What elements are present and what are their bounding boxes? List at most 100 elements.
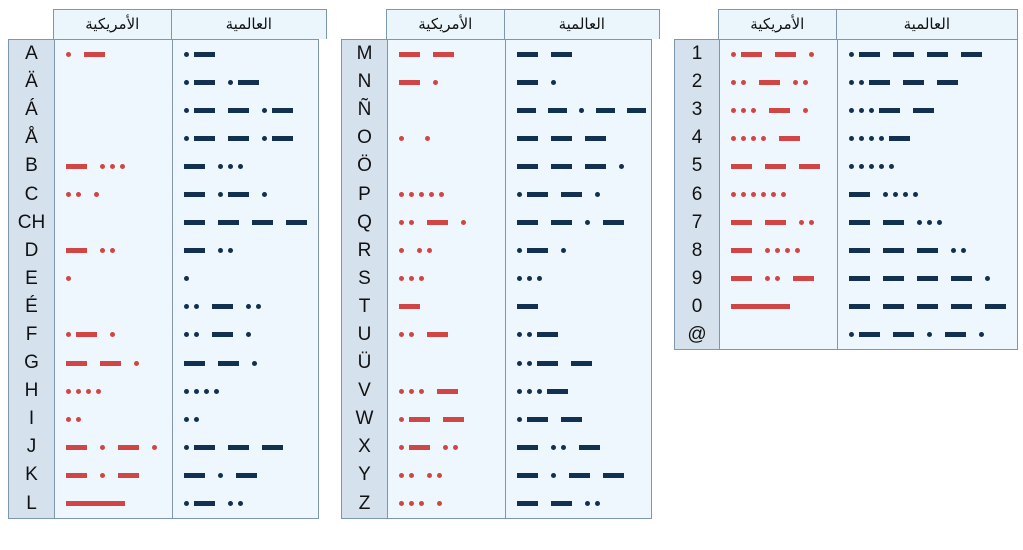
dot-symbol [793,79,798,85]
dot-symbol [849,135,854,141]
dot-symbol [66,51,71,57]
american-code [720,124,837,152]
dot-symbol [869,107,874,113]
american-code [55,349,172,377]
dot-symbol [419,276,424,282]
dot-symbol [741,79,746,85]
international-code [506,209,651,237]
gap-symbol [757,248,765,253]
dash-symbol [228,444,249,450]
gap-symbol [86,192,94,197]
dash-symbol [917,276,938,282]
gap-symbol [785,80,793,85]
international-column [173,40,318,518]
dot-symbol [561,248,566,254]
gap-symbol [977,276,985,281]
dash-symbol [917,304,938,310]
character-label: 9 [691,267,703,289]
dash-symbol [194,501,215,507]
dot-symbol [893,192,898,198]
dot-symbol [66,332,71,338]
dot-symbol [927,220,932,226]
dot-symbol [761,192,766,198]
dot-symbol [262,192,267,198]
dot-symbol [879,163,884,169]
dot-symbol [849,79,854,85]
table-header: الأمريكية العالمية [386,9,660,39]
dash-symbol [595,107,615,113]
dash-symbol [883,304,904,310]
dash-symbol [399,51,420,57]
gap-symbol [943,304,951,309]
dash-symbol [517,51,538,57]
dot-symbol [751,135,756,141]
header-american: الأمريكية [54,10,172,39]
gap-symbol [409,248,417,253]
dash-symbol [527,416,548,422]
gap-symbol [238,304,246,309]
dot-symbol [66,192,71,198]
dot-symbol [110,248,115,254]
dot-symbol [100,444,105,450]
dot-symbol [849,107,854,113]
dot-symbol [859,135,864,141]
dot-symbol [433,79,438,85]
dash-symbol [286,220,307,226]
dot-symbol [246,304,251,310]
dot-symbol [419,388,424,394]
dash-symbol [769,107,790,113]
character-label: Z [358,492,371,514]
american-code [720,96,837,124]
dot-symbol [809,51,814,57]
character-label: L [26,492,37,514]
dash-symbol [775,51,796,57]
gap-symbol [757,220,765,225]
gap-symbol [620,108,627,113]
dot-symbol [869,163,874,169]
american-code [388,265,505,293]
dot-symbol [409,472,414,478]
dot-symbol [439,192,444,198]
gap-symbol [909,304,917,309]
dot-symbol [775,248,780,254]
gap-symbol [577,501,585,506]
gap-symbol [595,473,603,478]
dot-symbol [399,472,404,478]
dash-symbol [849,248,870,254]
dot-symbol [399,416,404,422]
international-code [506,293,651,321]
international-code [838,68,1017,96]
dash-symbol [84,51,105,57]
gap-symbol [92,445,100,450]
gap-symbol [587,192,595,197]
dash-symbol [184,472,205,478]
long-symbol [66,501,125,507]
dot-symbol [731,51,736,57]
dot-symbol [879,135,884,141]
dot-symbol [100,248,105,254]
dot-symbol [761,135,766,141]
dash-symbol [76,332,97,338]
dash-symbol [228,107,249,113]
dash-symbol [731,276,752,282]
character-label: M [356,43,373,65]
dot-symbol [184,501,189,507]
dash-symbol [585,163,606,169]
dot-symbol [765,248,770,254]
dot-symbol [913,192,918,198]
character-label: @ [687,323,707,345]
gap-symbol [919,332,927,337]
dot-symbol [731,135,736,141]
dot-symbol [889,163,894,169]
international-code [838,152,1017,180]
dot-symbol [771,192,776,198]
gap-symbol [563,361,571,366]
american-column [720,40,838,350]
dot-symbol [76,388,81,394]
gap-symbol [909,248,917,253]
american-code [55,461,172,489]
dot-symbol [94,192,99,198]
international-code [173,461,318,489]
dot-symbol [453,444,458,450]
gap-symbol [971,332,979,337]
